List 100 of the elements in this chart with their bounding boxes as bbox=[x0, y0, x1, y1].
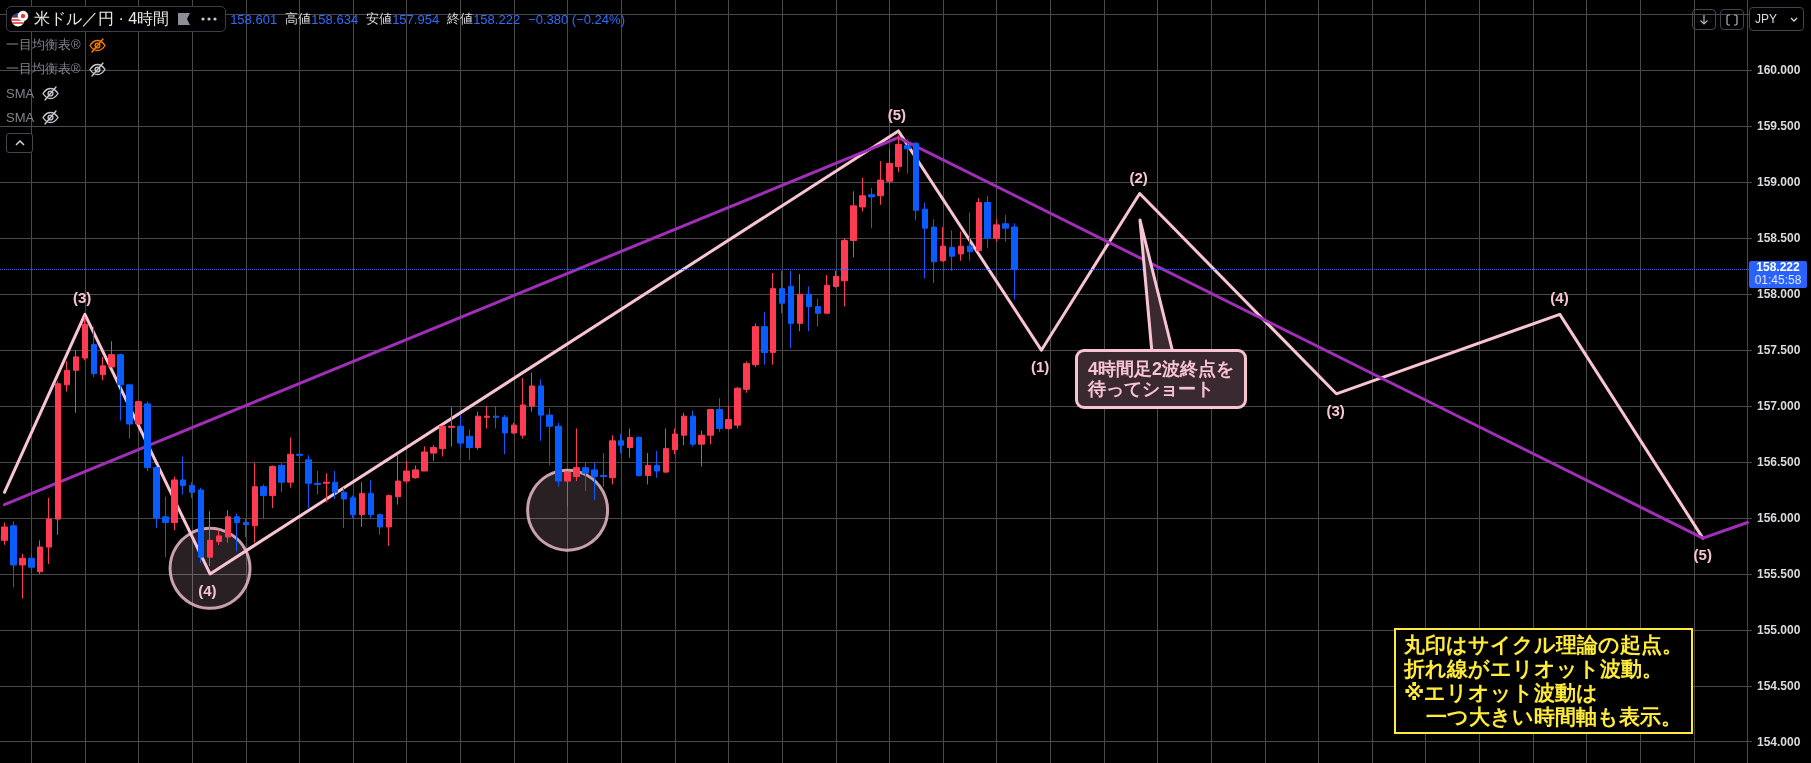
candlestick bbox=[91, 326, 97, 378]
candlestick bbox=[654, 450, 660, 479]
candlestick bbox=[609, 434, 616, 485]
candlestick bbox=[582, 461, 589, 492]
y-tick-label: 159.500 bbox=[1757, 119, 1801, 134]
annotation: (5) bbox=[887, 105, 907, 123]
y-tick-label: 154.500 bbox=[1757, 678, 1801, 693]
candlestick bbox=[162, 496, 169, 558]
candlestick bbox=[171, 476, 178, 531]
candlestick bbox=[234, 513, 240, 553]
annotation: (3) bbox=[1326, 401, 1345, 419]
candlestick bbox=[296, 450, 303, 470]
candlestick bbox=[922, 202, 928, 280]
candlestick bbox=[64, 360, 70, 393]
candlestick bbox=[913, 141, 919, 221]
candlestick bbox=[457, 414, 464, 449]
candlestick bbox=[573, 427, 580, 482]
candlestick bbox=[511, 422, 517, 435]
candlestick bbox=[1002, 214, 1009, 243]
candlestick bbox=[984, 195, 991, 249]
candlestick bbox=[940, 226, 946, 263]
candlestick bbox=[734, 386, 741, 429]
candlestick bbox=[663, 427, 669, 474]
candlestick bbox=[627, 427, 633, 459]
candlestick bbox=[386, 494, 392, 547]
candlestick bbox=[439, 424, 446, 457]
annotation: 158.222 bbox=[473, 11, 521, 27]
candlestick bbox=[117, 353, 124, 422]
candlestick bbox=[144, 401, 151, 472]
candlestick bbox=[403, 460, 410, 484]
candlestick bbox=[377, 513, 383, 536]
candlestick bbox=[421, 445, 428, 472]
annotation: ※エリオット波動は bbox=[1404, 681, 1600, 705]
candlestick bbox=[600, 452, 607, 488]
header-panel: 米ドル／円 · 4時間 bbox=[6, 6, 227, 32]
y-tick-label: 159.000 bbox=[1757, 175, 1801, 190]
annotation: 158.634 bbox=[311, 11, 359, 27]
candlestick bbox=[681, 412, 687, 446]
y-tick-label: 158.500 bbox=[1757, 231, 1801, 246]
candlestick bbox=[690, 410, 696, 447]
candlestick bbox=[725, 405, 732, 431]
annotation: (2) bbox=[1129, 168, 1148, 186]
candlestick bbox=[359, 481, 365, 528]
candlestick bbox=[225, 509, 231, 544]
candlestick bbox=[707, 408, 714, 445]
candlestick bbox=[1011, 222, 1018, 300]
candlestick bbox=[538, 378, 544, 442]
annotation: SMA bbox=[6, 109, 35, 125]
candlestick bbox=[10, 520, 17, 588]
candlestick bbox=[153, 464, 160, 529]
candlestick bbox=[82, 316, 88, 361]
candlestick bbox=[19, 553, 26, 600]
candlestick bbox=[743, 360, 750, 394]
y-tick-label: 156.500 bbox=[1757, 455, 1801, 470]
annotation: (4) bbox=[1550, 289, 1569, 307]
annotation: (5) bbox=[1693, 546, 1712, 564]
y-tick-label: 158.000 bbox=[1757, 287, 1801, 302]
candlestick bbox=[877, 160, 884, 206]
candlestick bbox=[73, 349, 79, 414]
annotation: SMA bbox=[6, 85, 35, 101]
candlestick bbox=[564, 470, 571, 508]
candlestick bbox=[770, 272, 776, 366]
annotation: (4) bbox=[198, 581, 217, 599]
candlestick bbox=[850, 190, 857, 258]
candlestick bbox=[243, 517, 249, 538]
candlestick bbox=[278, 462, 285, 493]
candlestick bbox=[672, 427, 678, 455]
candlestick bbox=[958, 231, 964, 262]
candlestick bbox=[108, 340, 115, 368]
candlestick bbox=[493, 405, 499, 429]
candlestick bbox=[555, 422, 562, 488]
annotation: 157.954 bbox=[392, 11, 440, 27]
candlestick bbox=[841, 237, 848, 308]
candlestick bbox=[529, 372, 535, 413]
candlestick bbox=[546, 407, 553, 466]
candlestick bbox=[645, 452, 651, 485]
y-tick-label: 157.000 bbox=[1757, 399, 1801, 414]
candlestick bbox=[788, 270, 794, 349]
annotation: 待ってショート bbox=[1088, 379, 1215, 399]
annotation: 一目均衡表® bbox=[6, 60, 81, 78]
ref-line-label: 158.222 bbox=[1756, 260, 1800, 275]
candlestick bbox=[618, 433, 624, 454]
candlestick bbox=[100, 356, 106, 381]
candlestick bbox=[46, 497, 52, 565]
candlestick bbox=[252, 462, 258, 544]
candlestick bbox=[806, 285, 812, 332]
candlestick bbox=[126, 383, 133, 440]
annotation: 折れ線がエリオット波動。 bbox=[1404, 657, 1664, 681]
annotation: −0.380 (−0.24%) bbox=[528, 11, 625, 27]
candlestick bbox=[967, 212, 973, 262]
candlestick bbox=[207, 510, 213, 567]
candlestick bbox=[332, 470, 338, 500]
y-tick-label: 154.000 bbox=[1757, 734, 1801, 749]
candlestick bbox=[216, 529, 222, 546]
candlestick bbox=[180, 455, 186, 495]
annotation: 終値 bbox=[447, 10, 474, 28]
candlestick bbox=[341, 487, 347, 529]
y-tick-label: 155.500 bbox=[1757, 566, 1801, 581]
candlestick bbox=[412, 464, 419, 480]
candlestick bbox=[269, 464, 276, 509]
